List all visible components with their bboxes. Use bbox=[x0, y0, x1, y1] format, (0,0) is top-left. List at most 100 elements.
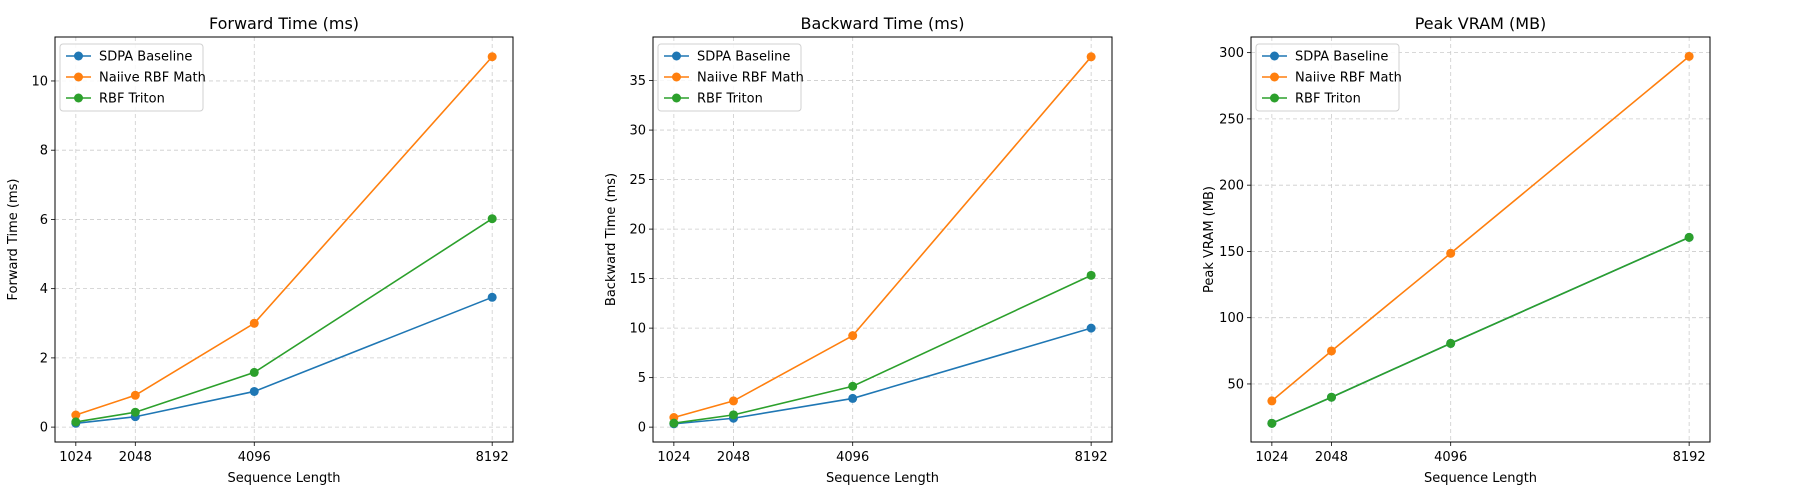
y-tick-label: 100 bbox=[1219, 311, 1244, 326]
x-tick-label: 1024 bbox=[59, 450, 92, 465]
series-rbf-triton bbox=[71, 214, 497, 427]
data-point bbox=[249, 386, 259, 396]
data-point bbox=[71, 410, 81, 420]
data-point bbox=[1326, 346, 1336, 356]
x-tick-label: 2048 bbox=[119, 450, 152, 465]
subplot-2: 1024 2048 4096 8192 0 5 10 15 20 25 30 35 Backward T… bbox=[604, 14, 1113, 486]
x-tick-label: 1024 bbox=[1255, 450, 1288, 465]
data-point bbox=[848, 331, 858, 341]
legend-marker bbox=[74, 51, 83, 61]
y-tick-label: 6 bbox=[40, 213, 48, 228]
y-axis-label: Peak VRAM (MB) bbox=[1202, 186, 1217, 293]
legend-marker bbox=[1270, 72, 1279, 82]
legend-marker bbox=[74, 72, 83, 82]
y-tick-label: 10 bbox=[629, 322, 646, 337]
series-line bbox=[1271, 236, 1690, 425]
data-point bbox=[130, 390, 140, 400]
data-point bbox=[1326, 392, 1336, 402]
legend: SDPA Baseline Naiive RBF Math RBF Triton bbox=[1255, 43, 1402, 112]
legend-label: Naiive RBF Math bbox=[697, 71, 804, 86]
y-tick-label: 15 bbox=[629, 272, 646, 287]
legend-marker bbox=[672, 51, 681, 61]
axes-frame bbox=[1250, 36, 1711, 443]
series-line bbox=[1271, 55, 1690, 402]
series-line bbox=[75, 56, 493, 416]
legend-label: SDPA Baseline bbox=[99, 50, 192, 65]
series-line bbox=[75, 218, 493, 423]
legend-label: SDPA Baseline bbox=[697, 50, 790, 65]
y-tick-label: 300 bbox=[1219, 46, 1244, 61]
series-naiive-rbf-math bbox=[1267, 51, 1694, 406]
data-point bbox=[1086, 52, 1096, 62]
legend-marker bbox=[1270, 51, 1279, 61]
y-axis-label: Backward Time (ms) bbox=[604, 173, 619, 306]
data-point bbox=[130, 407, 140, 417]
series-rbf-triton bbox=[669, 270, 1096, 428]
x-axis-label: Sequence Length bbox=[227, 471, 340, 486]
y-tick-label: 30 bbox=[629, 124, 646, 139]
legend-label: RBF Triton bbox=[1295, 92, 1361, 107]
data-point bbox=[1684, 232, 1694, 242]
y-tick-label: 150 bbox=[1219, 245, 1244, 260]
legend-label: SDPA Baseline bbox=[1295, 50, 1388, 65]
y-tick-label: 20 bbox=[629, 223, 646, 238]
y-tick-label: 2 bbox=[40, 351, 48, 366]
data-point bbox=[728, 410, 738, 420]
data-point bbox=[249, 318, 259, 328]
legend-box bbox=[657, 43, 802, 112]
legend-marker bbox=[1270, 93, 1279, 103]
x-axis-label: Sequence Length bbox=[1424, 471, 1537, 486]
legend-box bbox=[59, 43, 204, 112]
legend-box bbox=[1255, 43, 1400, 112]
y-tick-label: 35 bbox=[629, 74, 646, 89]
y-tick-label: 5 bbox=[638, 371, 646, 386]
data-point bbox=[487, 52, 497, 62]
data-point bbox=[848, 393, 858, 403]
x-tick-label: 8192 bbox=[1075, 450, 1108, 465]
x-tick-label: 4096 bbox=[238, 450, 271, 465]
y-tick-label: 50 bbox=[1227, 377, 1244, 392]
chart-title: Backward Time (ms) bbox=[801, 14, 965, 33]
data-point bbox=[1086, 270, 1096, 280]
legend-label: Naiive RBF Math bbox=[99, 71, 206, 86]
x-tick-label: 4096 bbox=[836, 450, 869, 465]
x-tick-label: 4096 bbox=[1434, 450, 1467, 465]
series-naiive-rbf-math bbox=[669, 52, 1096, 423]
axes-frame bbox=[652, 36, 1113, 443]
legend: SDPA Baseline Naiive RBF Math RBF Triton bbox=[59, 43, 206, 112]
series-line bbox=[673, 327, 1092, 425]
y-tick-label: 4 bbox=[40, 282, 48, 297]
legend: SDPA Baseline Naiive RBF Math RBF Triton bbox=[657, 43, 804, 112]
data-point bbox=[71, 417, 81, 427]
chart-title: Forward Time (ms) bbox=[209, 14, 359, 33]
x-tick-label: 1024 bbox=[657, 450, 690, 465]
data-point bbox=[1267, 396, 1277, 406]
legend-label: RBF Triton bbox=[697, 92, 763, 107]
y-tick-label: 8 bbox=[40, 144, 48, 159]
x-axis-label: Sequence Length bbox=[826, 471, 939, 486]
data-point bbox=[848, 381, 858, 391]
y-tick-label: 0 bbox=[638, 421, 646, 436]
y-tick-label: 0 bbox=[40, 421, 48, 436]
series-line bbox=[75, 296, 493, 425]
series-rbf-triton bbox=[1267, 232, 1694, 428]
y-tick-label: 250 bbox=[1219, 112, 1244, 127]
data-point bbox=[728, 396, 738, 406]
axes-frame bbox=[54, 36, 514, 443]
legend-label: Naiive RBF Math bbox=[1295, 71, 1402, 86]
legend-marker bbox=[672, 72, 681, 82]
x-tick-label: 2048 bbox=[717, 450, 750, 465]
data-point bbox=[669, 418, 679, 428]
x-tick-label: 8192 bbox=[476, 450, 509, 465]
data-point bbox=[249, 367, 259, 377]
legend-marker bbox=[74, 93, 83, 103]
subplot-1: 1024 2048 4096 8192 0 2 4 6 8 10 Forward Time (ms)… bbox=[6, 14, 514, 486]
y-tick-label: 25 bbox=[629, 173, 646, 188]
legend-marker bbox=[672, 93, 681, 103]
data-point bbox=[1684, 51, 1694, 61]
x-tick-label: 8192 bbox=[1673, 450, 1706, 465]
data-point bbox=[487, 214, 497, 224]
chart-title: Peak VRAM (MB) bbox=[1415, 14, 1547, 33]
data-point bbox=[1446, 338, 1456, 348]
